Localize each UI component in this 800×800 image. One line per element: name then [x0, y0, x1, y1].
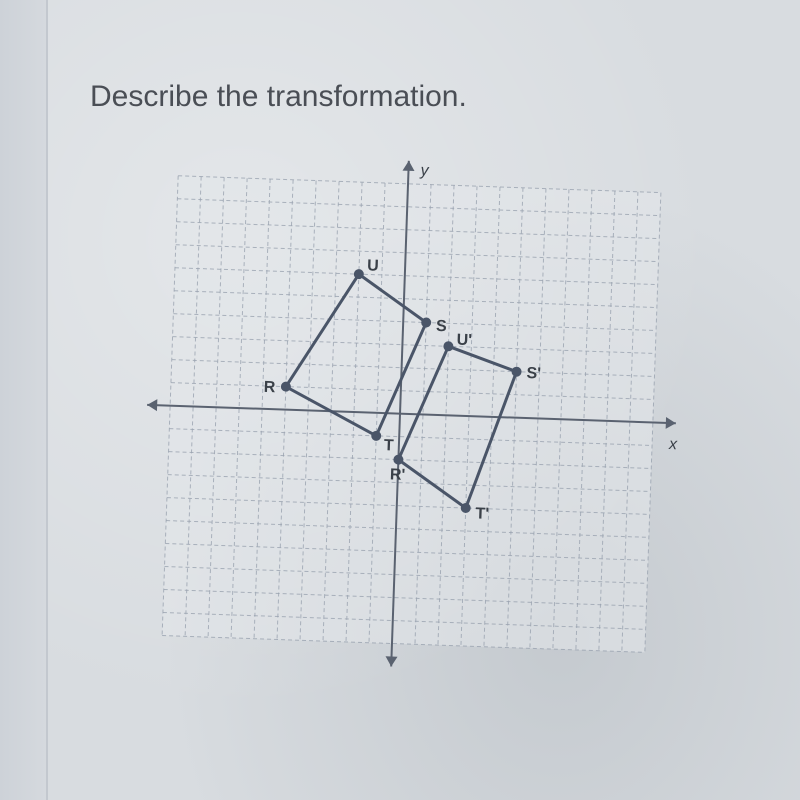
question-content: Describe the transformation. y x R U S T R' U' S… [90, 80, 760, 694]
svg-text:T: T [384, 437, 395, 454]
question-prompt: Describe the transformation. [90, 80, 760, 114]
coordinate-graph: y x R U S T R' U' S' T' [120, 134, 700, 694]
svg-text:U': U' [456, 332, 472, 350]
svg-text:U: U [367, 257, 379, 274]
svg-text:R': R' [390, 466, 406, 484]
svg-text:T': T' [475, 505, 489, 522]
graph-svg: y x R U S T R' U' S' T' [120, 134, 700, 694]
svg-text:y: y [419, 162, 430, 179]
svg-text:x: x [668, 436, 679, 453]
svg-text:S: S [436, 318, 448, 335]
svg-text:R: R [264, 379, 277, 396]
page-left-margin [0, 0, 48, 800]
svg-text:S': S' [526, 365, 541, 382]
